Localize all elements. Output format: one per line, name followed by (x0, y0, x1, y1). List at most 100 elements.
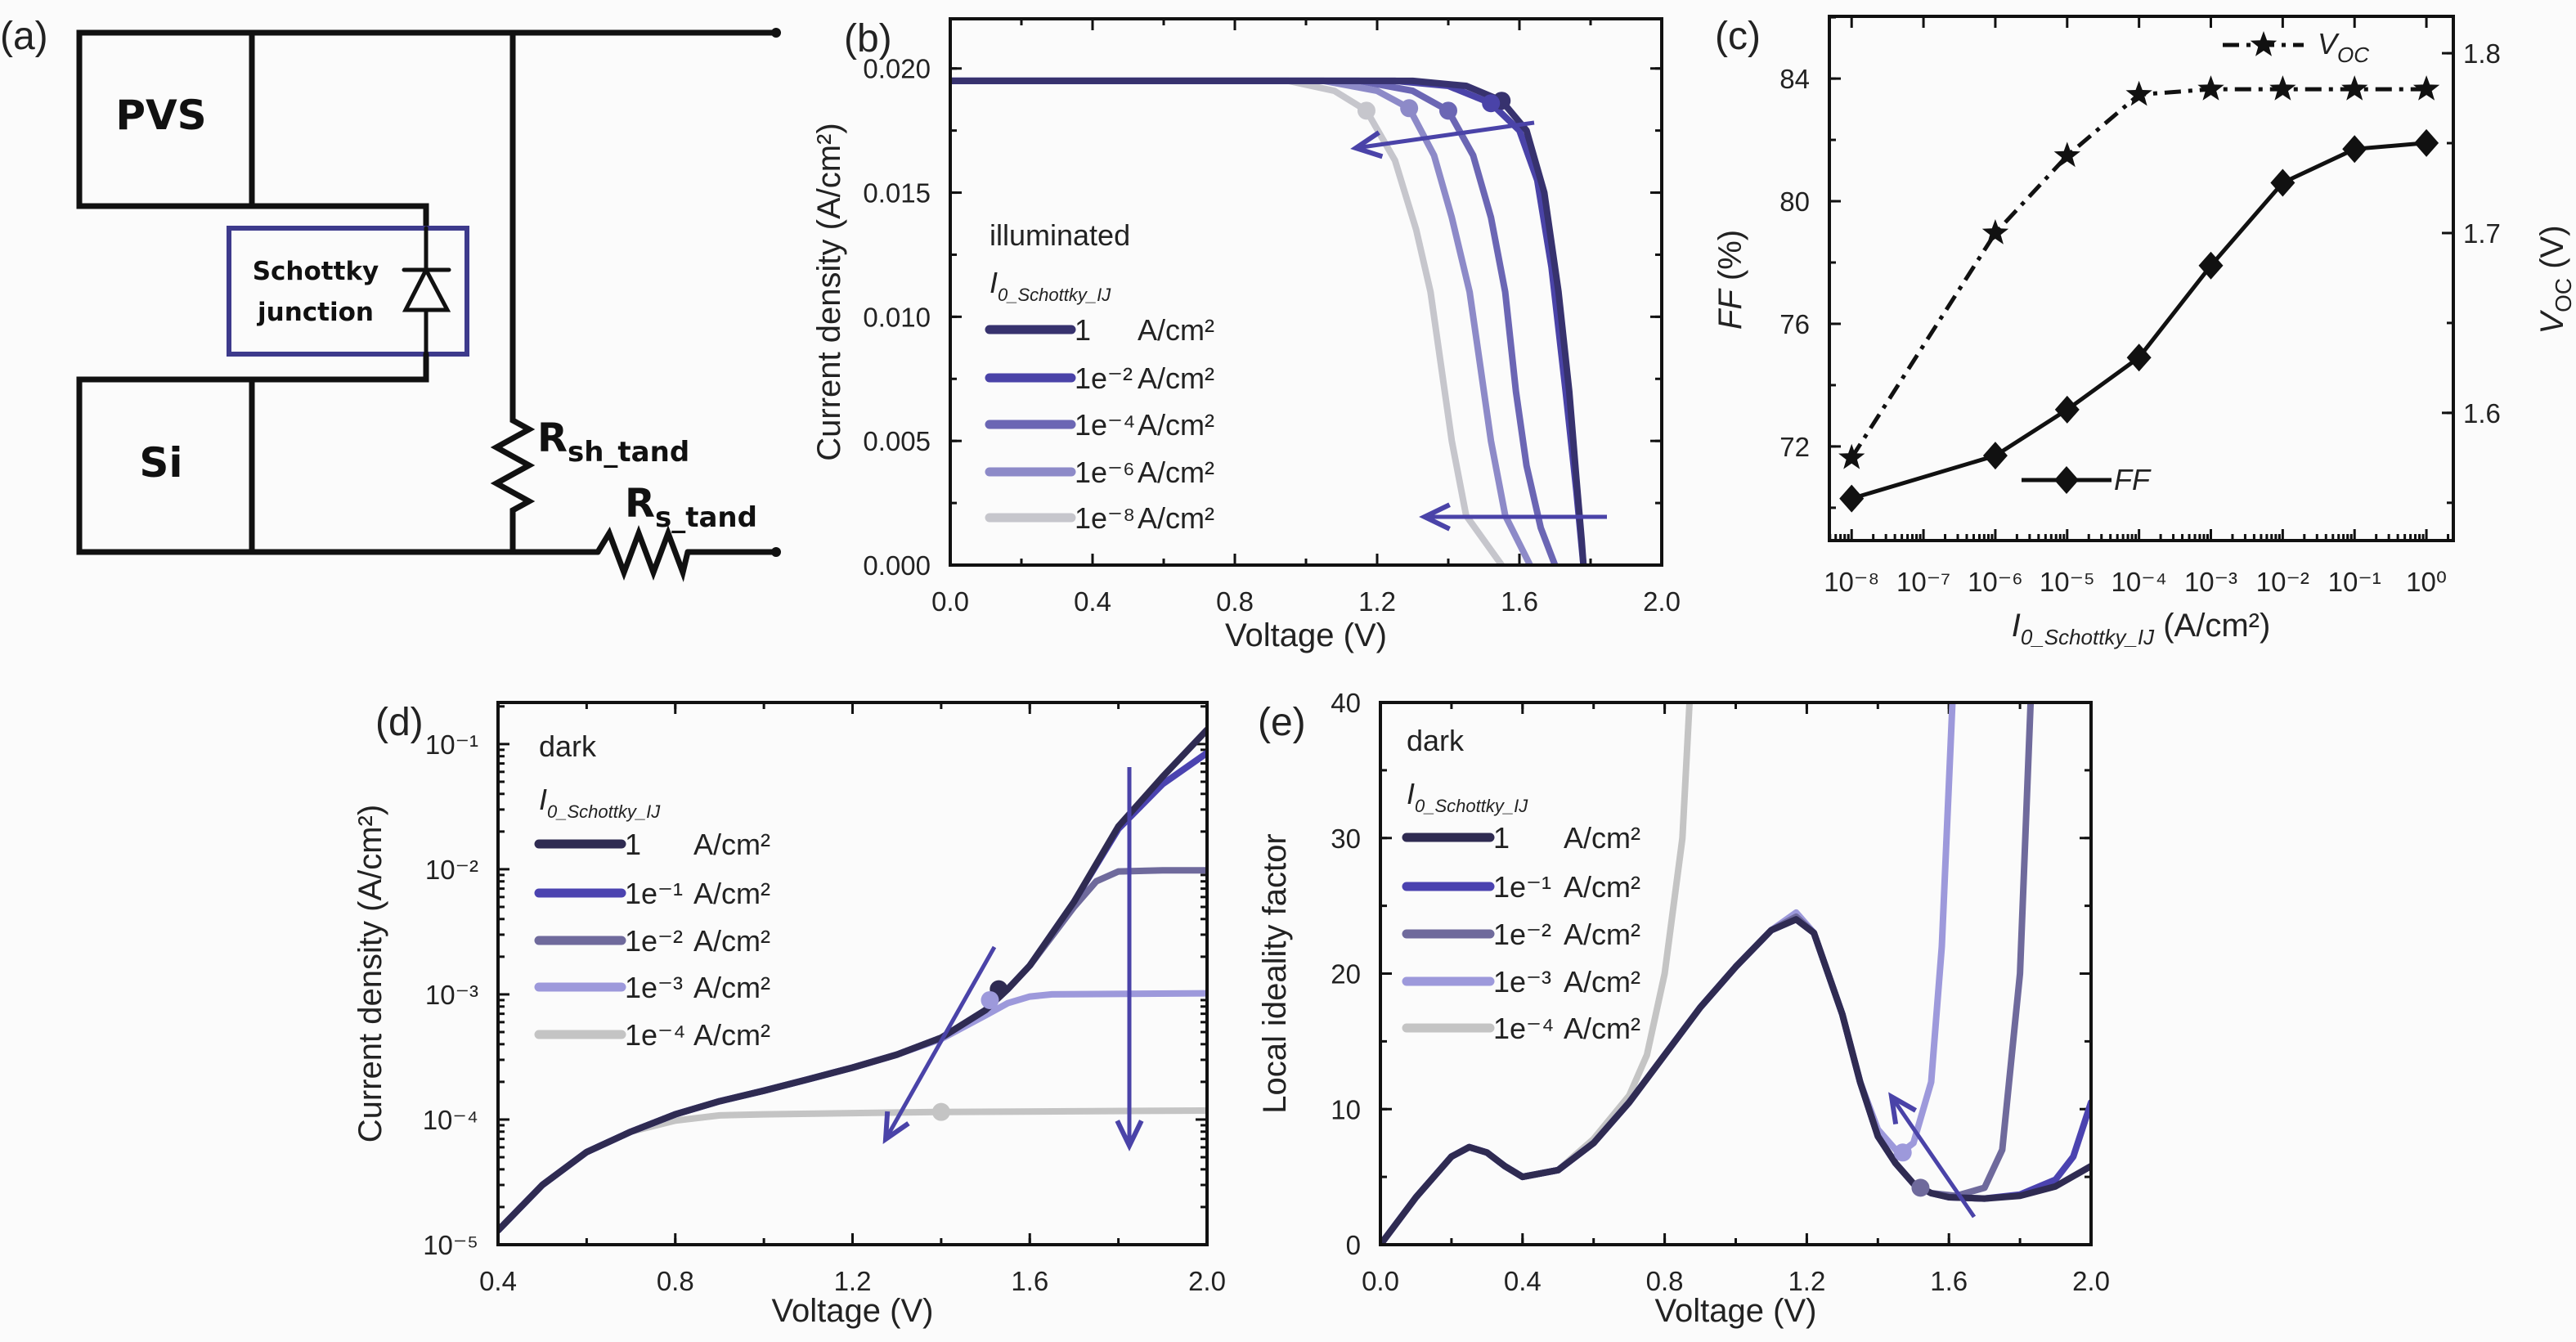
series-marker-4 (1357, 101, 1376, 120)
legend-unit-2: A/cm² (1138, 408, 1214, 442)
legend-unit-3: A/cm² (1564, 965, 1640, 999)
pvs-to-diode-wire (249, 203, 429, 231)
x-tick-label: 0.0 (1362, 1266, 1399, 1296)
x-tick-label: 1.2 (834, 1266, 872, 1296)
y-tick-label: 10⁻² (425, 855, 478, 885)
legend-unit-2: A/cm² (1564, 918, 1640, 951)
legend-unit-1: A/cm² (1564, 870, 1640, 904)
series-resistor-label: Rs_tand (625, 481, 757, 534)
series-marker-v-star-icon (2412, 75, 2440, 101)
legend-unit-2: A/cm² (693, 924, 770, 958)
panel-label: (b) (844, 17, 892, 61)
panel-e-chart: (e) 0.0 0.4 0.8 1.2 1.6 2.0 0 10 20 30 40 dark I0_Sch… (1257, 688, 2110, 1329)
legend-parameter: I0_Schottky_IJ (990, 266, 1111, 305)
x-axis-title: Voltage (V) (1655, 1293, 1817, 1329)
legend-unit-0: A/cm² (1564, 821, 1640, 855)
series-line-3 (950, 77, 1533, 565)
legend-parameter: I0_Schottky_IJ (539, 783, 661, 822)
bottom-terminal (771, 547, 781, 557)
x-tick-label: 10⁻⁷ (1896, 567, 1950, 597)
legend-title: dark (539, 729, 597, 763)
series-line-0 (498, 726, 1207, 1234)
x-axis-title: I0_Schottky_IJ (A/cm²) (2012, 608, 2271, 649)
x-tick-label: 0.8 (657, 1266, 694, 1296)
plot-frame (1379, 701, 2093, 1246)
trend-arrow-head-icon (1115, 1120, 1144, 1151)
panel-label: (c) (1715, 15, 1761, 58)
legend-unit-4: A/cm² (693, 1018, 770, 1052)
y-tick-label: 40 (1331, 688, 1361, 718)
y-tick-label: 10⁻³ (425, 980, 478, 1010)
trend-arrow-head-icon (1888, 1092, 1918, 1125)
y-tick-label: 0.010 (863, 302, 931, 332)
legend-unit-3: A/cm² (1138, 456, 1214, 489)
legend-value-1: 1e⁻¹ (625, 877, 683, 910)
x-tick-label: 1.6 (1011, 1266, 1048, 1296)
x-tick-label: 10⁰ (2406, 567, 2447, 597)
legend-label-voc: VOC (2318, 27, 2369, 67)
legend: VOC FF (2022, 27, 2369, 496)
y2-tick-label: 1.7 (2463, 218, 2501, 249)
y-tick-label: 76 (1779, 309, 1810, 339)
legend-unit-4: A/cm² (1564, 1012, 1640, 1045)
x-tick-label: 10⁻² (2256, 567, 2309, 597)
trend-arrow-head-icon (1350, 130, 1384, 159)
y-tick-label: 0.005 (863, 426, 931, 456)
charts: (b)0.0 0.4 0.8 1.2 1.6 2.00.0000.0050.0100.01… (352, 15, 2576, 1329)
x-tick-label: 2.0 (1188, 1266, 1226, 1296)
series-marker-1 (1482, 94, 1501, 113)
legend-value-2: 1e⁻² (625, 924, 683, 958)
x-tick-label: 10⁻¹ (2328, 567, 2381, 597)
x-tick-label: 1.6 (1501, 586, 1538, 617)
trend-arrow-head-icon (1419, 502, 1451, 532)
legend-value-4: 1e⁻⁴ (1493, 1012, 1555, 1045)
series-marker-ff-diamond-icon (2270, 168, 2296, 197)
legend-title: dark (1407, 724, 1465, 757)
x-tick-label: 10⁻⁴ (2111, 567, 2166, 597)
trend-arrow-head-icon (882, 1111, 910, 1145)
x-tick-label: 1.6 (1930, 1266, 1968, 1296)
legend-value-3: 1e⁻³ (1493, 965, 1551, 999)
trend-arrow-shaft (883, 945, 997, 1141)
series-marker-v-star-icon (2341, 75, 2368, 101)
series-marker-ff-diamond-icon (1839, 484, 1865, 513)
series-marker-v-star-icon (1981, 219, 2009, 245)
series-marker-v-star-icon (2125, 80, 2152, 106)
legend-value-1: 1e⁻¹ (1493, 870, 1551, 904)
legend-unit-0: A/cm² (1138, 313, 1214, 347)
y-tick-label: 72 (1779, 432, 1810, 462)
diode-to-si-wire (249, 351, 429, 383)
series-marker-ff-diamond-icon (2342, 135, 2367, 164)
y-tick-label: 84 (1779, 64, 1810, 94)
pvs-block (76, 29, 255, 209)
x-tick-label: 0.4 (1074, 586, 1111, 617)
x-tick-label: 10⁻⁸ (1824, 567, 1879, 597)
x-tick-label: 2.0 (1643, 586, 1681, 617)
plot-frame (496, 701, 1209, 1246)
series-line-ff (1851, 141, 2427, 500)
y-tick-label: 0.020 (863, 54, 931, 84)
y-tick-label: 10⁻¹ (425, 729, 478, 760)
legend: dark I0_Schottky_IJ 1 A/cm² 1e⁻¹ A/cm² 1e⁻² A/c… (534, 729, 770, 1052)
series-line-0 (950, 77, 1587, 565)
plot-frame (1828, 15, 2455, 542)
series-marker-2 (1439, 101, 1457, 120)
series-marker-3 (1400, 99, 1419, 118)
x-axis-title: Voltage (V) (772, 1293, 934, 1329)
y-axis-title: Current density (A/cm²) (811, 123, 847, 460)
shunt-resistor-icon (490, 29, 536, 555)
y-tick-label: 20 (1331, 959, 1361, 990)
x-tick-label: 0.8 (1646, 1266, 1684, 1296)
panel-a-circuit-diagram: (a) PVS Si Schottky junction Rsh_tand Rs… (0, 15, 781, 582)
plot-area (1380, 702, 2091, 1245)
x-tick-label: 10⁻⁵ (2040, 567, 2095, 597)
y-tick-label: 0 (1346, 1230, 1361, 1260)
series-line-4 (950, 77, 1506, 565)
plot-area (950, 77, 1587, 565)
plot-area (498, 726, 1207, 1234)
legend-value-2: 1e⁻⁴ (1075, 408, 1136, 442)
x-axis-title: Voltage (V) (1225, 617, 1387, 653)
